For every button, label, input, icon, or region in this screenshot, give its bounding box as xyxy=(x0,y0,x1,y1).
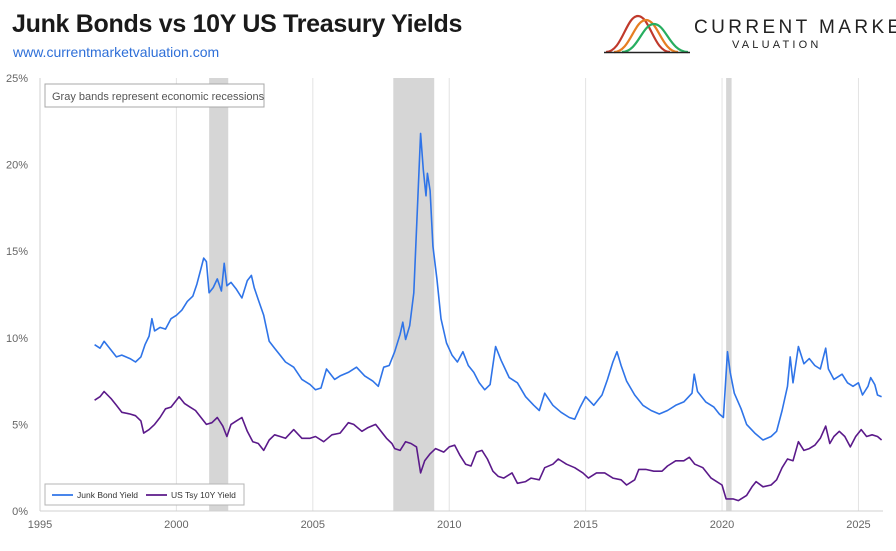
legend-box xyxy=(44,483,245,506)
annotation-text: Gray bands represent economic recessions xyxy=(52,91,265,103)
y-tick-label: 15% xyxy=(6,246,28,258)
y-tick-label: 0% xyxy=(12,506,28,518)
recession-band xyxy=(209,78,229,511)
legend-label: US Tsy 10Y Yield xyxy=(171,490,236,500)
x-tick-label: 2000 xyxy=(164,519,188,531)
brand-name: CURRENT MARKET xyxy=(694,17,896,38)
brand-subname: VALUATION xyxy=(732,39,822,51)
series-line xyxy=(94,390,883,502)
x-tick-label: 2015 xyxy=(573,519,597,531)
y-tick-label: 25% xyxy=(6,73,28,85)
legend-label: Junk Bond Yield xyxy=(77,490,138,500)
website-link[interactable]: www.currentmarketvaluation.com xyxy=(13,44,220,60)
brand-logo-block: CURRENT MARKET VALUATION xyxy=(604,12,896,56)
x-tick-label: 2020 xyxy=(710,519,734,531)
bell-curves-logo-icon xyxy=(604,14,690,54)
x-tick-label: 2005 xyxy=(301,519,325,531)
y-tick-label: 20% xyxy=(6,160,28,172)
annotation-box xyxy=(44,83,265,108)
chart-area: 0% 5% 10% 15% 20% 25% 1995 2000 2005 2010 2015 2020… xyxy=(0,66,896,551)
x-tick-label: 2025 xyxy=(846,519,870,531)
x-tick-label: 1995 xyxy=(28,519,52,531)
chart-svg: 0% 5% 10% 15% 20% 25% 1995 2000 2005 2010 2015 2020… xyxy=(6,73,883,531)
y-tick-label: 10% xyxy=(6,333,28,345)
y-tick-label: 5% xyxy=(12,419,28,431)
series-line xyxy=(94,132,882,441)
x-tick-label: 2010 xyxy=(437,519,461,531)
chart-title: Junk Bonds vs 10Y US Treasury Yields xyxy=(12,10,463,38)
recession-band xyxy=(726,78,732,511)
